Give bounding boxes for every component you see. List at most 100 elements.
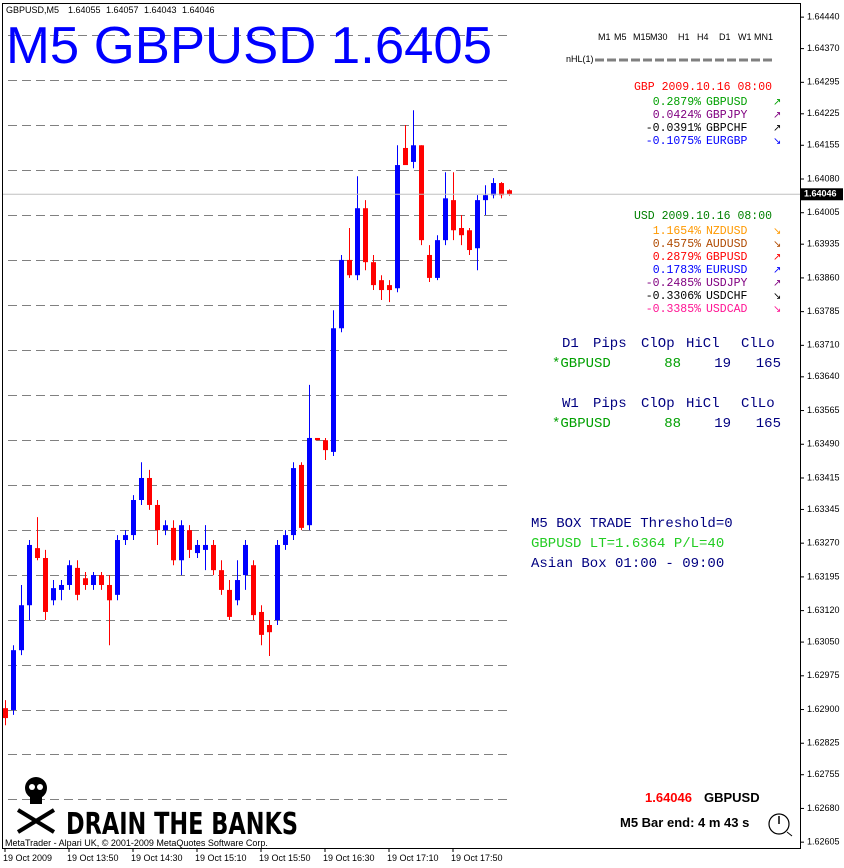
candle-body bbox=[91, 575, 96, 585]
bar-end: M5 Bar end: 4 m 43 s bbox=[620, 815, 749, 830]
y-tick-label: 1.64155 bbox=[807, 140, 840, 150]
pip-tables: D1 Pips ClOp HiCl ClLo *GBPUSD 88 19 165 W1 Pips Cl… bbox=[552, 336, 781, 432]
arrow: ↘ bbox=[773, 226, 781, 237]
block-title: GBP 2009.10.16 08:00 bbox=[634, 81, 772, 94]
candle-body bbox=[3, 708, 8, 719]
pip-value: 88 bbox=[664, 356, 681, 372]
y-tick-label: 1.63195 bbox=[807, 571, 840, 581]
currency-blocks: GBP 2009.10.16 08:00 0.2879% GBPUSD ↗ 0.0424… bbox=[634, 81, 781, 316]
y-tick-label: 1.64370 bbox=[807, 43, 840, 53]
candle-body bbox=[499, 183, 504, 196]
change: -0.3306% bbox=[646, 290, 701, 303]
header-open: 1.64055 bbox=[68, 5, 101, 15]
arrow: ↘ bbox=[773, 291, 781, 302]
header-close: 1.64046 bbox=[182, 5, 215, 15]
candle-body bbox=[363, 208, 368, 263]
timeframe[interactable]: M30 bbox=[650, 32, 668, 42]
candle-body bbox=[275, 544, 280, 621]
candle-body bbox=[139, 477, 144, 501]
y-tick-label: 1.62900 bbox=[807, 704, 840, 714]
brand: DRAIN THE BANKS bbox=[66, 807, 298, 842]
y-tick-label: 1.62680 bbox=[807, 803, 840, 813]
pip-value: 19 bbox=[714, 356, 731, 372]
pip-header: ClLo bbox=[741, 336, 775, 352]
current-price-label: 1.64046 bbox=[804, 189, 837, 199]
candle-body bbox=[83, 578, 88, 585]
pip-header: D1 bbox=[562, 336, 579, 352]
header-high: 1.64057 bbox=[106, 5, 139, 15]
pair: EURGBP bbox=[706, 135, 748, 148]
candle-body bbox=[131, 500, 136, 536]
candle-body bbox=[11, 650, 16, 710]
timeframe[interactable]: H1 bbox=[678, 32, 690, 42]
y-tick-label: 1.64440 bbox=[807, 12, 840, 22]
pair: USDCAD bbox=[706, 303, 748, 316]
candle-body bbox=[243, 544, 248, 576]
candle-body bbox=[483, 195, 488, 201]
timeframe[interactable]: M1 bbox=[598, 32, 611, 42]
timeframe[interactable]: M15 bbox=[633, 32, 651, 42]
pip-symbol: *GBPUSD bbox=[552, 356, 611, 372]
timeframe[interactable]: MN1 bbox=[754, 32, 773, 42]
y-tick-label: 1.62825 bbox=[807, 738, 840, 748]
pip-value: 19 bbox=[714, 416, 731, 432]
copyright: MetaTrader - Alpari UK, © 2001-2009 Meta… bbox=[5, 838, 268, 848]
pip-header: HiCl bbox=[686, 396, 720, 412]
candle-body bbox=[291, 468, 296, 536]
candle-body bbox=[147, 477, 152, 505]
candle-body bbox=[395, 165, 400, 289]
candle-body bbox=[123, 535, 128, 541]
y-tick-label: 1.63415 bbox=[807, 472, 840, 482]
pip-header: ClOp bbox=[641, 336, 675, 352]
x-tick-label: 19 Oct 15:10 bbox=[195, 853, 247, 863]
y-tick-label: 1.64080 bbox=[807, 173, 840, 183]
x-tick-label: 19 Oct 13:50 bbox=[67, 853, 119, 863]
candle-body bbox=[27, 544, 32, 606]
y-tick-label: 1.64225 bbox=[807, 108, 840, 118]
clock-icon bbox=[768, 813, 793, 837]
candle-body bbox=[227, 589, 232, 617]
arrow: ↘ bbox=[773, 239, 781, 250]
candle-body bbox=[387, 285, 392, 291]
y-tick-label: 1.62755 bbox=[807, 769, 840, 779]
pip-value: 88 bbox=[664, 416, 681, 432]
y-tick-label: 1.64005 bbox=[807, 207, 840, 217]
x-tick-label: 19 Oct 14:30 bbox=[131, 853, 183, 863]
timeframe[interactable]: M5 bbox=[614, 32, 627, 42]
y-tick-label: 1.63710 bbox=[807, 340, 840, 350]
y-tick-label: 1.63640 bbox=[807, 371, 840, 381]
x-tick-label: 19 Oct 15:50 bbox=[259, 853, 311, 863]
change: -0.0391% bbox=[646, 122, 701, 135]
box-trade-line: Asian Box 01:00 - 09:00 bbox=[531, 556, 724, 572]
candle-body bbox=[235, 580, 240, 601]
candle-body bbox=[411, 145, 416, 162]
change: 0.0424% bbox=[653, 109, 701, 122]
candle-body bbox=[347, 259, 352, 276]
timeframe[interactable]: H4 bbox=[697, 32, 709, 42]
change: -0.3385% bbox=[646, 303, 701, 316]
change: -0.2485% bbox=[646, 277, 701, 290]
candle-body bbox=[339, 259, 344, 329]
pair: GBPUSD bbox=[706, 251, 748, 264]
pair: GBPCHF bbox=[706, 122, 748, 135]
panel-pair: GBPUSD bbox=[704, 790, 760, 805]
timeframe[interactable]: W1 bbox=[738, 32, 752, 42]
candle-body bbox=[35, 548, 40, 559]
candle-body bbox=[307, 437, 312, 526]
y-tick-label: 1.63270 bbox=[807, 538, 840, 548]
pair: GBPJPY bbox=[706, 109, 748, 122]
candle-body bbox=[459, 228, 464, 236]
price-axis: 1.64440 1.64370 1.64295 1.64225 1.64155 1.640… bbox=[800, 12, 840, 847]
candle-body bbox=[355, 208, 360, 276]
pip-value: 165 bbox=[756, 416, 781, 432]
change: -0.1075% bbox=[646, 135, 701, 148]
x-tick-label: 19 Oct 16:30 bbox=[323, 853, 375, 863]
change: 1.1654% bbox=[653, 225, 701, 238]
skull-icon bbox=[16, 777, 56, 834]
arrow: ↗ bbox=[773, 123, 781, 134]
y-tick-label: 1.63345 bbox=[807, 504, 840, 514]
candle-body bbox=[259, 611, 264, 635]
pair: NZDUSD bbox=[706, 225, 748, 238]
timeframe[interactable]: D1 bbox=[719, 32, 731, 42]
